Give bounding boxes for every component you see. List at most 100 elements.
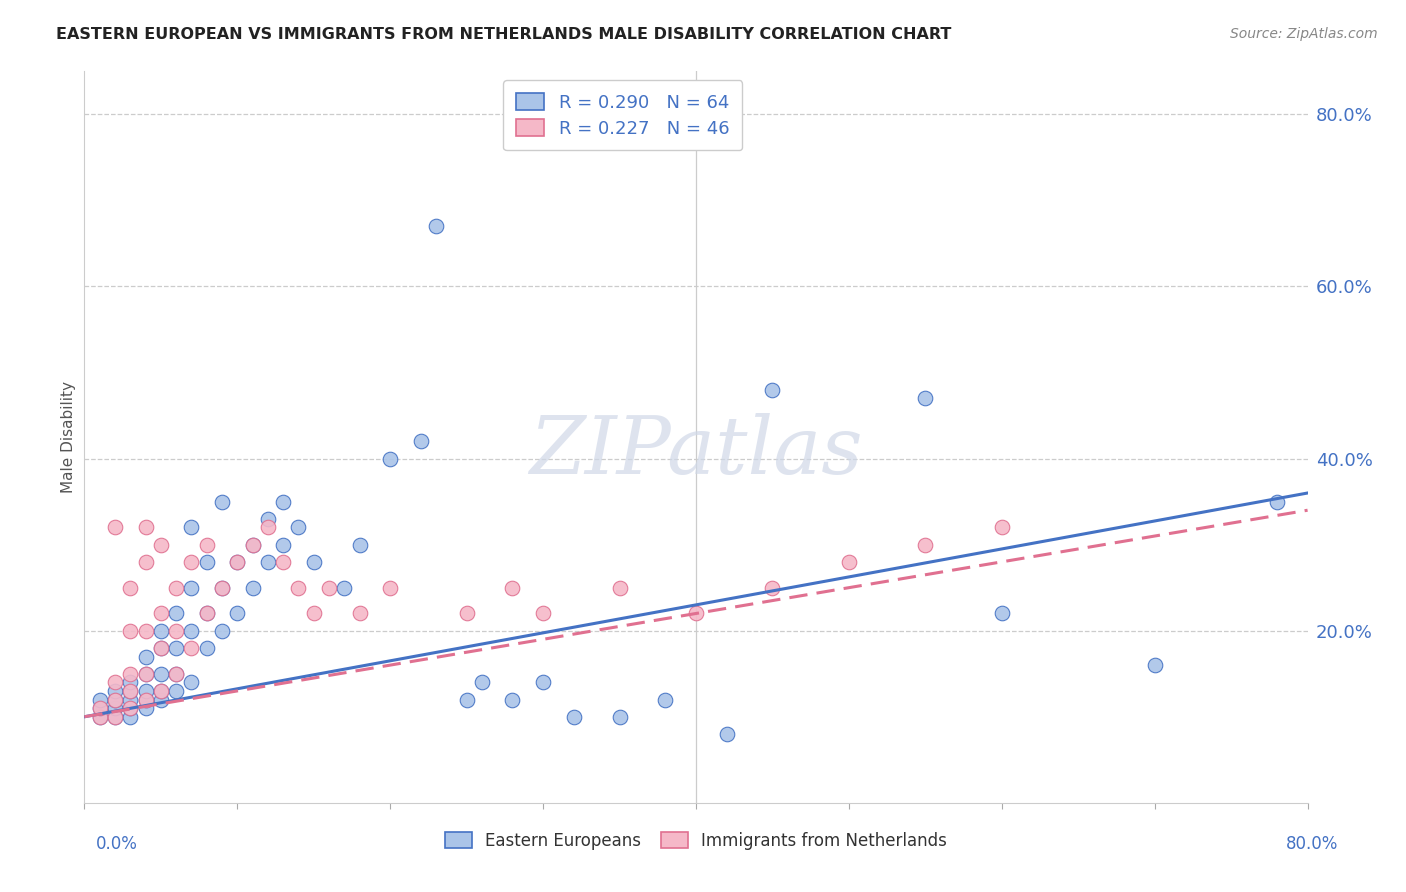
Point — [991, 607, 1014, 621]
Point — [685, 607, 707, 621]
Point — [531, 607, 554, 621]
Text: 0.0%: 0.0% — [96, 835, 138, 853]
Point — [149, 640, 172, 655]
Point — [226, 555, 249, 569]
Point — [120, 624, 142, 638]
Point — [302, 555, 325, 569]
Point — [120, 710, 142, 724]
Point — [409, 434, 432, 449]
Point — [180, 675, 202, 690]
Point — [195, 555, 218, 569]
Point — [716, 727, 738, 741]
Point — [914, 392, 936, 406]
Point — [149, 692, 172, 706]
Point — [89, 710, 111, 724]
Point — [135, 555, 157, 569]
Point — [89, 701, 111, 715]
Point — [180, 581, 202, 595]
Point — [104, 520, 127, 534]
Point — [1265, 494, 1288, 508]
Point — [257, 555, 280, 569]
Point — [257, 512, 280, 526]
Point — [349, 607, 371, 621]
Point — [562, 710, 585, 724]
Point — [471, 675, 494, 690]
Point — [165, 666, 187, 681]
Point — [165, 581, 187, 595]
Point — [104, 684, 127, 698]
Point — [1143, 658, 1166, 673]
Point — [257, 520, 280, 534]
Point — [165, 640, 187, 655]
Point — [180, 520, 202, 534]
Point — [287, 581, 309, 595]
Point — [302, 607, 325, 621]
Text: ZIPatlas: ZIPatlas — [529, 413, 863, 491]
Point — [242, 581, 264, 595]
Point — [104, 675, 127, 690]
Point — [149, 640, 172, 655]
Point — [165, 666, 187, 681]
Point — [135, 666, 157, 681]
Point — [120, 666, 142, 681]
Point — [242, 538, 264, 552]
Point — [120, 701, 142, 715]
Point — [135, 666, 157, 681]
Point — [761, 581, 783, 595]
Point — [609, 710, 631, 724]
Point — [89, 710, 111, 724]
Point — [89, 692, 111, 706]
Point — [120, 684, 142, 698]
Point — [502, 692, 524, 706]
Point — [135, 692, 157, 706]
Text: Source: ZipAtlas.com: Source: ZipAtlas.com — [1230, 27, 1378, 41]
Point — [211, 581, 233, 595]
Point — [149, 624, 172, 638]
Text: 80.0%: 80.0% — [1286, 835, 1339, 853]
Point — [120, 581, 142, 595]
Point — [271, 538, 294, 552]
Point — [120, 675, 142, 690]
Legend: Eastern Europeans, Immigrants from Netherlands: Eastern Europeans, Immigrants from Nethe… — [439, 825, 953, 856]
Point — [349, 538, 371, 552]
Point — [165, 624, 187, 638]
Point — [180, 624, 202, 638]
Point — [120, 701, 142, 715]
Point — [120, 684, 142, 698]
Point — [149, 607, 172, 621]
Point — [456, 607, 478, 621]
Point — [654, 692, 676, 706]
Point — [135, 624, 157, 638]
Point — [165, 684, 187, 698]
Point — [287, 520, 309, 534]
Point — [211, 494, 233, 508]
Point — [211, 581, 233, 595]
Point — [149, 666, 172, 681]
Point — [149, 684, 172, 698]
Point — [991, 520, 1014, 534]
Point — [135, 692, 157, 706]
Point — [226, 555, 249, 569]
Point — [456, 692, 478, 706]
Y-axis label: Male Disability: Male Disability — [60, 381, 76, 493]
Point — [149, 684, 172, 698]
Point — [89, 701, 111, 715]
Point — [914, 538, 936, 552]
Point — [104, 710, 127, 724]
Point — [761, 383, 783, 397]
Point — [104, 692, 127, 706]
Point — [165, 607, 187, 621]
Point — [195, 607, 218, 621]
Point — [531, 675, 554, 690]
Text: EASTERN EUROPEAN VS IMMIGRANTS FROM NETHERLANDS MALE DISABILITY CORRELATION CHAR: EASTERN EUROPEAN VS IMMIGRANTS FROM NETH… — [56, 27, 952, 42]
Point — [609, 581, 631, 595]
Point — [333, 581, 356, 595]
Point — [104, 710, 127, 724]
Point — [211, 624, 233, 638]
Point — [838, 555, 860, 569]
Point — [195, 640, 218, 655]
Point — [135, 684, 157, 698]
Point — [271, 555, 294, 569]
Point — [318, 581, 340, 595]
Point — [135, 649, 157, 664]
